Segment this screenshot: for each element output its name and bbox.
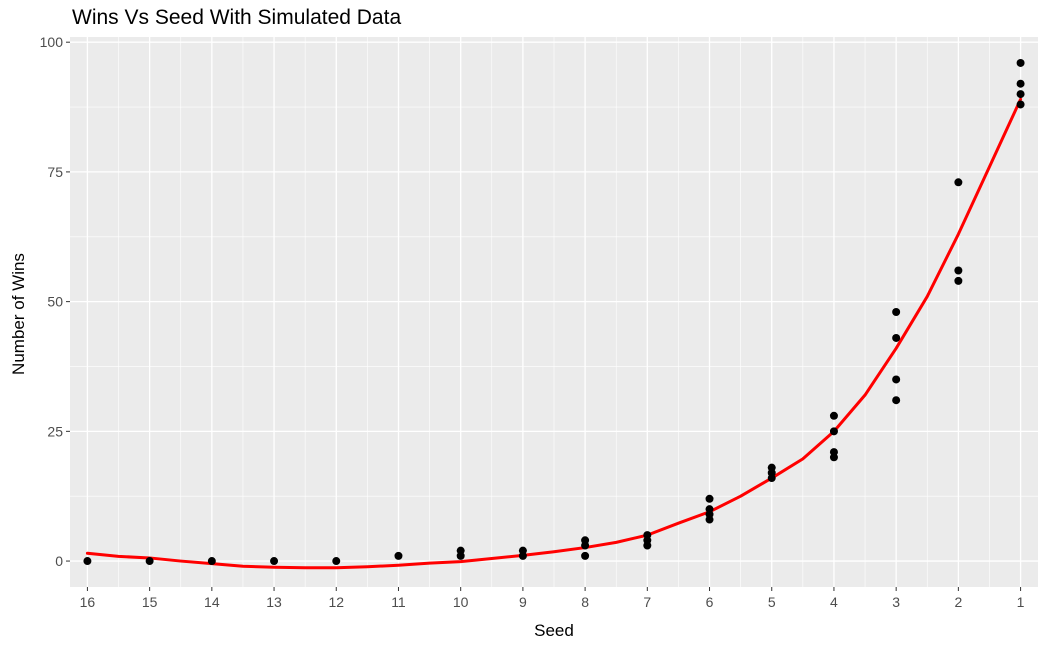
data-point xyxy=(829,448,838,457)
data-point xyxy=(643,531,652,540)
x-tick-label: 16 xyxy=(80,594,96,610)
data-point xyxy=(83,557,92,566)
data-point xyxy=(581,551,590,560)
x-tick-label: 1 xyxy=(1017,594,1025,610)
data-point xyxy=(892,396,901,405)
data-point xyxy=(456,546,465,555)
fit-line xyxy=(85,97,1023,570)
data-point xyxy=(394,551,403,560)
data-point xyxy=(829,427,838,436)
x-axis: 16 15 14 13 12 11 10 9 8 7 6 5 4 3 2 1 xyxy=(80,587,1025,610)
fit-line-layer xyxy=(85,97,1023,570)
data-point xyxy=(892,333,901,342)
x-tick-label: 13 xyxy=(266,594,282,610)
data-point xyxy=(829,411,838,420)
data-point xyxy=(705,494,714,503)
data-point xyxy=(954,178,963,187)
x-tick-label: 7 xyxy=(643,594,651,610)
y-tick-label: 25 xyxy=(47,423,63,439)
x-tick-label: 5 xyxy=(768,594,776,610)
data-point xyxy=(767,463,776,472)
x-axis-title: Seed xyxy=(534,621,574,640)
data-point xyxy=(270,557,279,566)
data-point xyxy=(705,505,714,514)
data-point xyxy=(954,266,963,275)
x-tick-label: 11 xyxy=(391,594,406,610)
data-point xyxy=(954,276,963,285)
x-tick-label: 3 xyxy=(892,594,900,610)
data-point xyxy=(518,546,527,555)
y-tick-label: 0 xyxy=(55,553,63,569)
y-axis-title: Number of Wins xyxy=(9,253,28,375)
x-tick-label: 9 xyxy=(519,594,527,610)
x-tick-label: 10 xyxy=(453,594,469,610)
data-point xyxy=(332,557,341,566)
x-tick-label: 2 xyxy=(954,594,962,610)
x-tick-label: 15 xyxy=(142,594,158,610)
chart-title: Wins Vs Seed With Simulated Data xyxy=(72,6,401,29)
y-tick-label: 50 xyxy=(47,294,63,310)
x-tick-label: 4 xyxy=(830,594,838,610)
data-point xyxy=(1016,90,1025,99)
data-point xyxy=(581,536,590,545)
data-point xyxy=(1016,58,1025,67)
data-point xyxy=(1016,79,1025,88)
data-point xyxy=(145,557,154,566)
data-point xyxy=(892,308,901,316)
points-layer xyxy=(83,58,1025,566)
y-tick-label: 75 xyxy=(47,164,63,180)
x-tick-label: 12 xyxy=(328,594,344,610)
x-tick-label: 14 xyxy=(204,594,220,610)
data-point xyxy=(1016,100,1025,109)
y-axis: 0 25 50 75 100 xyxy=(40,34,70,569)
data-point xyxy=(892,375,901,384)
x-tick-label: 6 xyxy=(706,594,714,610)
data-point xyxy=(207,557,216,566)
x-tick-label: 8 xyxy=(581,594,589,610)
y-tick-label: 100 xyxy=(40,34,64,50)
